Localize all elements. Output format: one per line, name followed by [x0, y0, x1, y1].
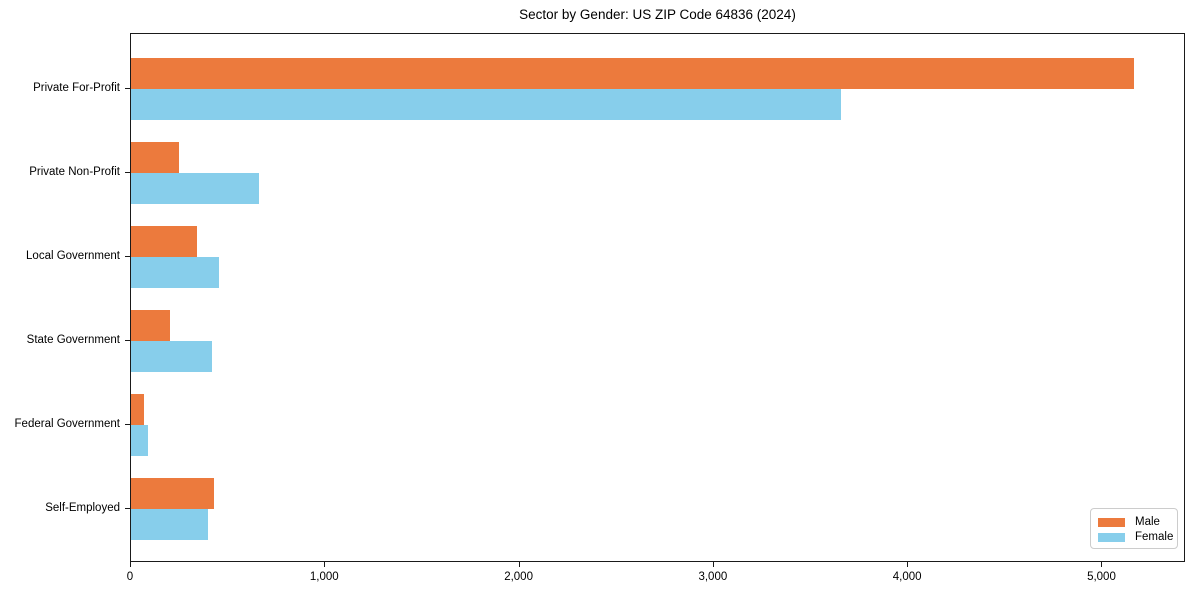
x-axis-label: 5,000 — [1087, 571, 1116, 583]
y-tick — [125, 256, 130, 257]
x-tick — [518, 562, 520, 567]
y-axis-label: Private Non-Profit — [29, 166, 120, 178]
legend: Male Female — [1090, 508, 1178, 549]
x-tick — [712, 562, 714, 567]
x-axis-label: 1,000 — [309, 571, 339, 583]
bar-male-4 — [131, 310, 170, 341]
bar-female-5 — [131, 425, 149, 456]
plot-area — [130, 33, 1185, 562]
chart-title: Sector by Gender: US ZIP Code 64836 (202… — [519, 7, 796, 22]
y-axis-label: Local Government — [26, 250, 120, 262]
x-tick — [324, 562, 326, 567]
x-tick — [907, 562, 909, 567]
bar-female-6 — [131, 509, 208, 540]
x-axis-label: 2,000 — [504, 571, 533, 583]
y-axis-label: Self-Employed — [45, 502, 120, 514]
y-tick — [125, 340, 130, 341]
x-tick — [130, 562, 131, 567]
bar-male-3 — [131, 226, 197, 257]
x-axis-label: 3,000 — [698, 571, 728, 583]
x-tick — [1101, 562, 1103, 567]
bar-female-3 — [131, 257, 220, 288]
bar-female-1 — [131, 89, 841, 120]
x-axis-label: 4,000 — [892, 571, 922, 583]
y-tick — [125, 508, 130, 509]
legend-label-male: Male — [1135, 516, 1160, 528]
legend-swatch-male — [1098, 517, 1125, 527]
legend-swatch-female — [1098, 532, 1125, 542]
legend-item-male: Male — [1098, 515, 1170, 529]
bar-female-4 — [131, 341, 213, 372]
legend-label-female: Female — [1135, 531, 1174, 543]
bar-male-1 — [131, 58, 1134, 89]
y-tick — [125, 172, 130, 173]
y-axis-label: Federal Government — [14, 418, 120, 430]
legend-item-female: Female — [1098, 530, 1174, 544]
y-axis-label: State Government — [26, 334, 120, 346]
bar-male-6 — [131, 478, 215, 509]
y-tick — [125, 88, 130, 89]
x-axis-label: 0 — [126, 571, 134, 583]
bar-male-5 — [131, 394, 144, 425]
bar-male-2 — [131, 142, 180, 173]
bar-female-2 — [131, 173, 259, 204]
y-axis-label: Private For-Profit — [33, 82, 120, 94]
y-tick — [125, 424, 130, 425]
